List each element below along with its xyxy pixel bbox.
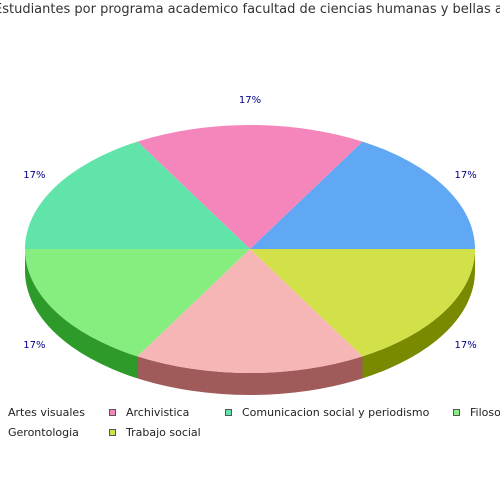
pie-label-5: 17% (454, 340, 476, 351)
chart-title: Estudiantes por programa academico facul… (0, 2, 500, 17)
legend-swatch (453, 409, 460, 416)
pie-side-4 (137, 356, 363, 395)
legend-label: Filosofia (470, 406, 500, 419)
legend-row: Artes visuales Archivistica Comunicacion s… (0, 405, 500, 421)
pie-chart: 17%17%17%17%17%17% (23, 95, 477, 395)
legend-label: Gerontologia (8, 426, 79, 439)
pie-label-1: 17% (239, 95, 261, 106)
legend-label: Archivistica (126, 406, 190, 419)
pie-slice-5 (250, 249, 475, 357)
pie-label-0: 17% (454, 170, 476, 181)
legend-swatch (225, 409, 232, 416)
pie-slice-4 (137, 249, 363, 373)
pie-slice-2 (25, 141, 250, 249)
pie-slice-3 (25, 249, 250, 357)
legend-swatch (109, 429, 116, 436)
legend-swatch (109, 409, 116, 416)
pie-slice-1 (137, 124, 363, 249)
chart-legend: Artes visuales Archivistica Comunicacion s… (0, 404, 500, 448)
pie-label-2: 17% (23, 170, 45, 181)
pie-slice-0 (250, 141, 475, 249)
legend-label: Trabajo social (126, 426, 201, 439)
pie-side-5 (362, 249, 475, 379)
pie-side-3 (25, 249, 138, 379)
legend-label: Comunicacion social y periodismo (242, 406, 430, 419)
legend-label: Artes visuales (8, 406, 85, 419)
pie-label-3: 17% (23, 340, 45, 351)
legend-row: Gerontologia Trabajo social (0, 425, 500, 441)
